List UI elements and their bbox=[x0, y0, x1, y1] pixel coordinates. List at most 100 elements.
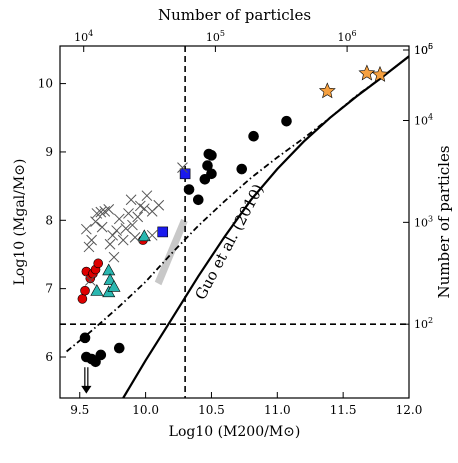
cross-stroke bbox=[95, 206, 107, 218]
cross-stroke bbox=[138, 203, 150, 215]
top-axis-label: Number of particles bbox=[158, 6, 311, 24]
data-point-cross bbox=[103, 204, 115, 215]
data-point-circle bbox=[192, 194, 204, 206]
top-tick-label: 105 bbox=[206, 29, 225, 44]
arrow-head bbox=[81, 385, 92, 394]
data-point-star bbox=[371, 65, 389, 82]
cross-stroke bbox=[134, 200, 146, 212]
cross-stroke bbox=[177, 162, 188, 174]
cross-stroke bbox=[117, 234, 129, 246]
x-tick-label: 11.5 bbox=[330, 403, 357, 417]
cross-stroke bbox=[90, 216, 101, 228]
cross-stroke bbox=[84, 275, 96, 286]
data-point-star bbox=[318, 82, 336, 99]
data-point-cross bbox=[117, 234, 129, 246]
grey-band bbox=[154, 218, 188, 286]
top-tick-label: 106 bbox=[338, 29, 357, 44]
data-point-circle bbox=[206, 150, 217, 161]
data-point-cross bbox=[104, 238, 116, 250]
data-point-cross bbox=[120, 223, 132, 234]
cross-stroke bbox=[141, 190, 153, 202]
data-point-cross bbox=[83, 241, 95, 253]
cross-stroke bbox=[104, 238, 116, 250]
data-point-cross bbox=[108, 251, 120, 263]
y-axis-label: Log10 (Mgal/M⊙) bbox=[12, 159, 28, 286]
data-point-triangle bbox=[102, 263, 116, 276]
cross-stroke bbox=[83, 241, 95, 253]
x-tick-label: 12.0 bbox=[396, 403, 423, 417]
data-point-triangle bbox=[107, 279, 121, 292]
cross-stroke bbox=[123, 208, 134, 219]
data-point-cross bbox=[125, 194, 137, 206]
data-point-circle bbox=[77, 294, 88, 304]
guo-relation-line bbox=[122, 55, 409, 398]
cross-stroke bbox=[103, 204, 115, 215]
data-point-cross bbox=[96, 221, 108, 233]
y-tick-label: 7 bbox=[45, 282, 53, 296]
y-tick-label: 9 bbox=[45, 145, 53, 159]
right-tick-label: 105 bbox=[414, 42, 433, 57]
cross-stroke bbox=[91, 208, 103, 219]
right-tick-label: 102 bbox=[414, 316, 433, 331]
cross-stroke bbox=[127, 219, 138, 231]
data-point-cross bbox=[84, 275, 96, 286]
cross-stroke bbox=[113, 213, 125, 225]
cross-stroke bbox=[125, 194, 137, 206]
data-point-square bbox=[157, 226, 169, 238]
cross-stroke bbox=[107, 229, 119, 241]
data-point-circle bbox=[183, 184, 195, 195]
data-point-circle bbox=[248, 130, 259, 142]
cross-stroke bbox=[111, 225, 122, 236]
data-point-cross bbox=[127, 219, 138, 231]
data-point-square bbox=[179, 168, 191, 180]
cross-stroke bbox=[86, 234, 97, 246]
data-point-circle bbox=[281, 115, 292, 127]
cross-stroke bbox=[80, 223, 92, 235]
data-point-cross bbox=[153, 199, 165, 211]
data-point-cross bbox=[129, 232, 141, 243]
x-tick-label: 10.5 bbox=[198, 403, 225, 417]
data-point-circle bbox=[95, 349, 107, 361]
y-tick-label: 10 bbox=[38, 77, 53, 91]
cross-stroke bbox=[132, 211, 144, 223]
data-point-circle bbox=[79, 332, 91, 344]
data-point-cross bbox=[141, 190, 153, 202]
data-point-circle bbox=[236, 163, 248, 175]
data-point-cross bbox=[86, 234, 97, 246]
y-tick-label: 6 bbox=[45, 350, 53, 364]
right-tick-label: 104 bbox=[414, 113, 433, 128]
data-point-cross bbox=[146, 229, 158, 241]
x-tick-label: 11.0 bbox=[264, 403, 291, 417]
top-tick-label: 104 bbox=[74, 29, 93, 44]
x-tick-label: 10.0 bbox=[132, 403, 159, 417]
dashdot-relation-line bbox=[66, 55, 409, 353]
data-point-cross bbox=[95, 206, 107, 218]
right-axis-label: Number of particles bbox=[435, 145, 453, 298]
data-point-circle bbox=[206, 168, 217, 180]
data-point-cross bbox=[80, 223, 92, 235]
right-tick-label: 106 bbox=[414, 42, 433, 57]
data-point-cross bbox=[113, 213, 125, 225]
data-point-circle bbox=[80, 285, 90, 296]
y-tick-label: 8 bbox=[45, 213, 53, 227]
data-point-cross bbox=[91, 208, 103, 219]
right-tick-label: 103 bbox=[414, 214, 433, 229]
data-point-cross bbox=[132, 211, 144, 223]
cross-stroke bbox=[153, 199, 165, 211]
data-point-triangle bbox=[90, 284, 104, 296]
upper-limit-arrow bbox=[81, 367, 92, 394]
data-point-cross bbox=[177, 162, 188, 174]
x-tick-label: 9.5 bbox=[70, 403, 89, 417]
data-point-star bbox=[358, 64, 376, 81]
cross-stroke bbox=[146, 229, 158, 241]
cross-stroke bbox=[120, 223, 132, 234]
cross-stroke bbox=[96, 221, 108, 233]
cross-stroke bbox=[129, 232, 141, 243]
data-point-triangle bbox=[137, 229, 151, 242]
data-point-circle bbox=[113, 342, 125, 354]
data-point-cross bbox=[123, 208, 134, 219]
data-point-cross bbox=[138, 203, 150, 215]
x-axis-label: Log10 (M200/M⊙) bbox=[169, 424, 301, 440]
